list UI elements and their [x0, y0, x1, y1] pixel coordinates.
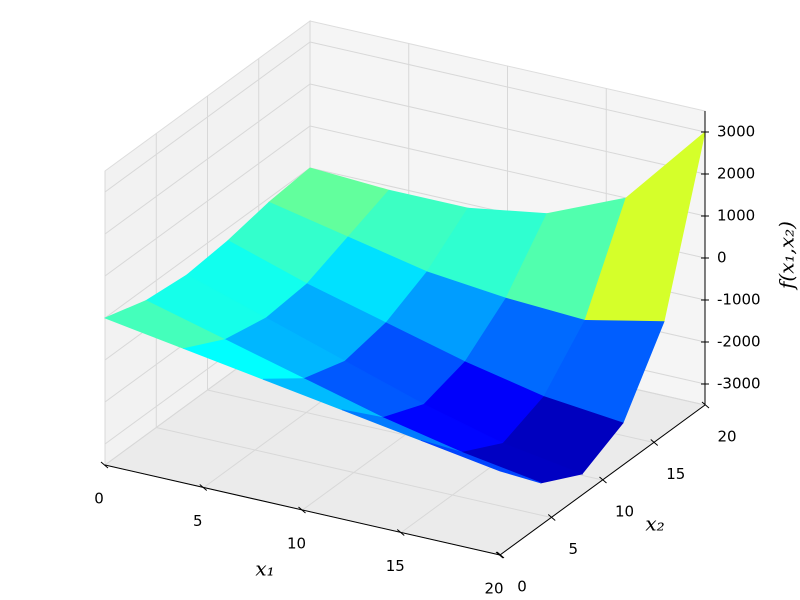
grid-line	[309, 83, 706, 175]
z-tick-label: -3000	[717, 375, 761, 393]
y-tick-label: 10	[615, 503, 634, 521]
x-tick	[100, 461, 109, 469]
z-tick-label: 1000	[717, 207, 755, 225]
x-axis-line	[104, 464, 501, 556]
z-tick-label: 2000	[717, 165, 755, 183]
x-tick-label: 0	[94, 490, 104, 508]
z-tick-label: -2000	[717, 333, 761, 351]
surface	[103, 130, 706, 484]
y-tick-label: 0	[517, 578, 527, 596]
grid-line	[156, 427, 552, 518]
z-tick-label: 3000	[717, 123, 755, 141]
y-axis-label: x₂	[645, 512, 664, 536]
z-tick-label: 0	[717, 249, 727, 267]
x-tick-label: 15	[386, 557, 405, 575]
y-tick-label: 15	[666, 465, 685, 483]
x-tick-label: 20	[484, 580, 503, 598]
grid-line	[104, 83, 311, 235]
x-tick-label: 10	[287, 535, 306, 553]
grid-line	[309, 41, 706, 133]
y-axis-line	[499, 404, 706, 556]
z-axis-label: f(x₁,x₂)	[775, 221, 799, 291]
y-tick-label: 5	[568, 540, 578, 558]
z-tick-label: -1000	[717, 291, 761, 309]
x-axis-label: x₁	[255, 557, 274, 581]
surface-patch	[420, 440, 542, 484]
grid-line	[104, 167, 311, 319]
axes: 0 5 10 15 20 0 5 10 15 20 -3000 -2000 -1000 0 1000 2000…	[94, 111, 761, 598]
x-tick-label: 5	[193, 512, 203, 530]
y-tick-label: 20	[717, 428, 736, 446]
grid-line	[104, 125, 311, 277]
grid-line	[104, 41, 311, 193]
